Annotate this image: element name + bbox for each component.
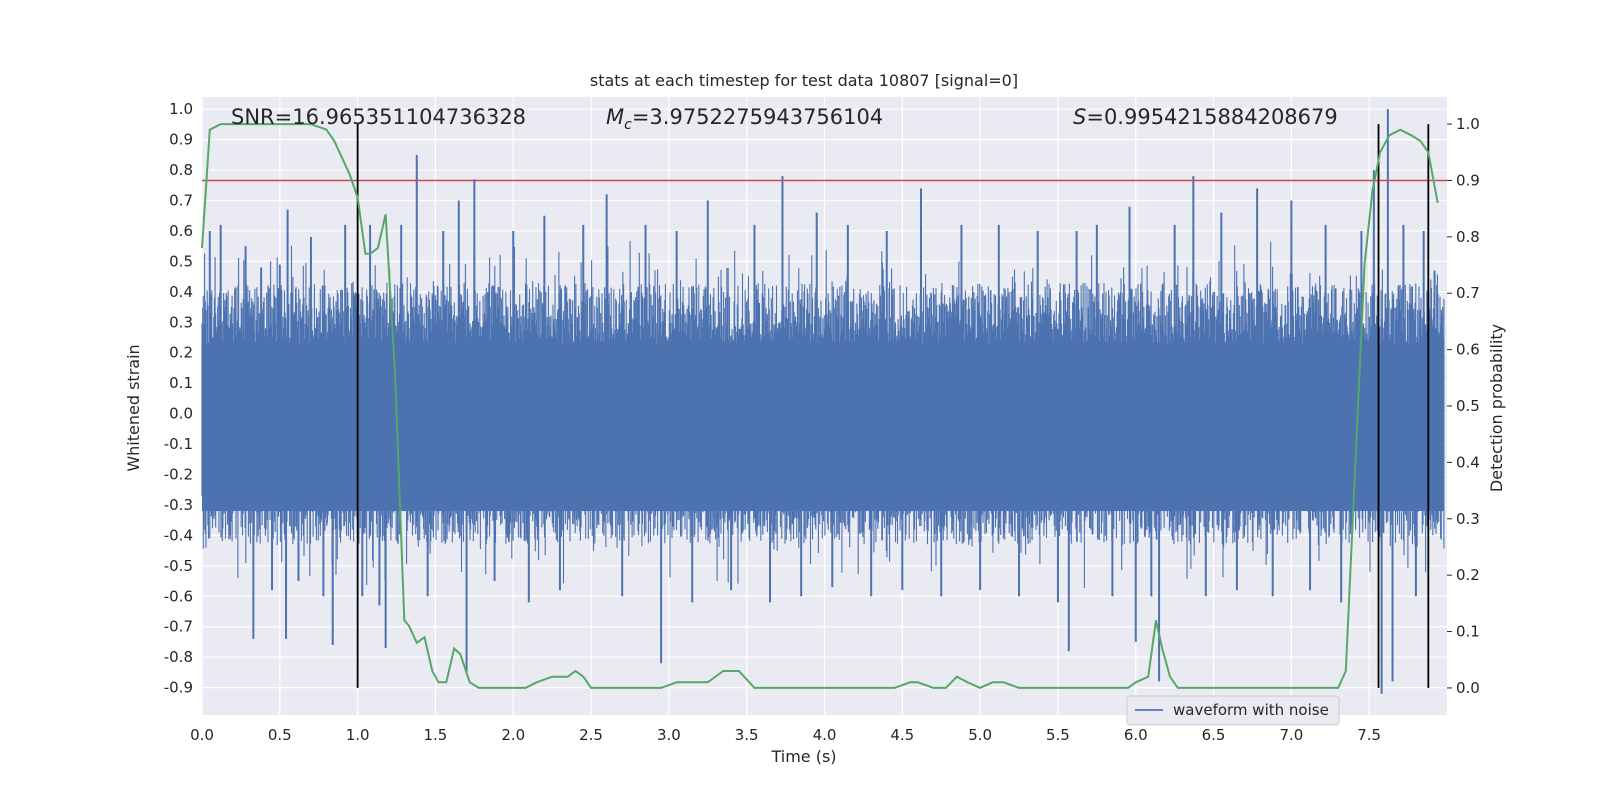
x-tick-label: 1.0 [346, 726, 370, 744]
s-annotation: S=0.9954215884208679 [1073, 105, 1338, 129]
x-tick-label: 2.0 [501, 726, 525, 744]
y2-tick-label: 0.1 [1456, 623, 1480, 641]
x-tick-label: 4.0 [813, 726, 837, 744]
y-tick-label: -0.9 [164, 679, 193, 697]
x-tick-label: 6.0 [1124, 726, 1148, 744]
y-tick-label: 0.8 [169, 161, 193, 179]
x-tick-label: 7.5 [1357, 726, 1381, 744]
y2-axis-label: Detection probability [1487, 324, 1506, 492]
x-tick-label: 3.0 [657, 726, 681, 744]
y2-tick-label: 0.5 [1456, 397, 1480, 415]
overlay [201, 123, 1447, 689]
s-symbol: S [1073, 105, 1086, 129]
y2-tick-label: 0.4 [1456, 453, 1480, 471]
legend-box [1126, 695, 1340, 726]
legend-label: waveform with noise [1173, 701, 1329, 719]
x-tick-label: 0.0 [190, 726, 214, 744]
y-tick-label: 1.0 [169, 100, 193, 118]
y-tick-label: -0.1 [164, 435, 193, 453]
y-tick-label: 0.4 [169, 283, 193, 301]
y-tick-label: 0.2 [169, 344, 193, 362]
y-tick-label: 0.6 [169, 222, 193, 240]
mc-value: =3.9752275943756104 [632, 105, 883, 129]
mc-subscript: c [624, 117, 632, 133]
x-tick-label: 3.5 [735, 726, 759, 744]
y-tick-label: -0.4 [164, 526, 193, 544]
y-tick-label: -0.8 [164, 648, 193, 666]
chart-title: stats at each timestep for test data 108… [590, 71, 1018, 90]
s-value: =0.9954215884208679 [1086, 105, 1337, 129]
waveform-series [201, 109, 1445, 694]
y-tick-label: -0.2 [164, 465, 193, 483]
x-tick-label: 7.0 [1279, 726, 1303, 744]
x-axis-label: Time (s) [770, 747, 836, 766]
y-tick-label: -0.3 [164, 496, 193, 514]
x-tick-label: 5.5 [1046, 726, 1070, 744]
y-tick-label: -0.6 [164, 587, 193, 605]
y2-tick-label: 0.7 [1456, 284, 1480, 302]
y2-tick-label: 0.8 [1456, 228, 1480, 246]
y-tick-label: 0.7 [169, 192, 193, 210]
x-tick-label: 1.5 [424, 726, 448, 744]
y-tick-label: -0.5 [164, 557, 193, 575]
legend: waveform with noise [1126, 695, 1340, 726]
y-tick-label: 0.9 [169, 131, 193, 149]
mc-annotation: Mc=3.9752275943756104 [606, 105, 883, 133]
y-tick-label: 0.1 [169, 374, 193, 392]
ticks: 0.0 0.5 1.0 1.5 2.0 2.5 3.0 3.5 4.0 4.5 5.0 5.5 6.0 6… [164, 100, 1480, 744]
x-tick-label: 5.0 [968, 726, 992, 744]
y2-tick-label: 0.3 [1456, 510, 1480, 528]
y2-tick-label: 1.0 [1456, 115, 1480, 133]
y2-tick-label: 0.9 [1456, 171, 1480, 189]
y-tick-label: 0.0 [169, 405, 193, 423]
y-tick-label: 0.3 [169, 313, 193, 331]
x-tick-label: 6.5 [1202, 726, 1226, 744]
y2-tick-label: 0.0 [1456, 679, 1480, 697]
y-tick-label: -0.7 [164, 618, 193, 636]
x-tick-label: 2.5 [579, 726, 603, 744]
x-tick-label: 0.5 [268, 726, 292, 744]
detection-probability-line [201, 123, 1439, 689]
x-tick-label: 4.5 [890, 726, 914, 744]
mc-symbol: M [606, 105, 624, 129]
y-axis-label: Whitened strain [124, 344, 143, 471]
snr-annotation: SNR=16.965351104736328 [231, 105, 526, 129]
y2-tick-label: 0.2 [1456, 566, 1480, 584]
y2-tick-label: 0.6 [1456, 341, 1480, 359]
y-tick-label: 0.5 [169, 252, 193, 270]
